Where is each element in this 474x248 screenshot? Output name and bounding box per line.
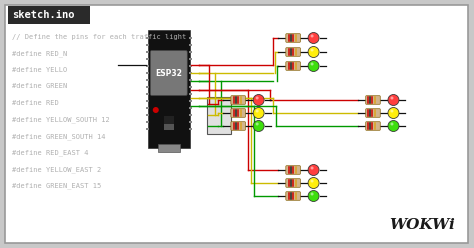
- Bar: [189, 86, 192, 88]
- FancyBboxPatch shape: [366, 96, 380, 104]
- Bar: [189, 114, 192, 116]
- Bar: [146, 58, 149, 60]
- Circle shape: [310, 192, 314, 195]
- Bar: [146, 72, 149, 74]
- Circle shape: [310, 180, 314, 183]
- Circle shape: [253, 121, 264, 131]
- Circle shape: [153, 107, 159, 113]
- Circle shape: [255, 96, 259, 99]
- Circle shape: [391, 123, 393, 125]
- Bar: [148, 30, 190, 148]
- Circle shape: [310, 49, 314, 52]
- Text: // Define the pins for each traffic light: // Define the pins for each traffic ligh…: [12, 34, 186, 40]
- Circle shape: [391, 110, 393, 113]
- FancyBboxPatch shape: [286, 192, 301, 200]
- FancyBboxPatch shape: [231, 122, 246, 130]
- Circle shape: [253, 107, 264, 119]
- Bar: [189, 37, 192, 39]
- Bar: [189, 44, 192, 46]
- FancyBboxPatch shape: [231, 109, 246, 117]
- FancyBboxPatch shape: [207, 97, 231, 134]
- Bar: [146, 100, 149, 102]
- Circle shape: [388, 107, 399, 119]
- Circle shape: [391, 96, 393, 99]
- Circle shape: [308, 47, 319, 58]
- Bar: [146, 37, 149, 39]
- Bar: [189, 65, 192, 67]
- Circle shape: [253, 94, 264, 105]
- Text: #define RED_N: #define RED_N: [12, 51, 67, 57]
- FancyBboxPatch shape: [286, 34, 301, 42]
- Text: WOKWi: WOKWi: [390, 218, 455, 232]
- FancyBboxPatch shape: [150, 51, 187, 95]
- Bar: [164, 116, 174, 124]
- Circle shape: [255, 110, 259, 113]
- Circle shape: [308, 190, 319, 201]
- Bar: [146, 65, 149, 67]
- Circle shape: [308, 32, 319, 43]
- Bar: [164, 124, 174, 130]
- FancyBboxPatch shape: [366, 122, 380, 130]
- Text: sketch.ino: sketch.ino: [12, 10, 74, 21]
- Circle shape: [388, 94, 399, 105]
- Bar: [146, 51, 149, 53]
- Bar: [189, 128, 192, 130]
- Bar: [146, 107, 149, 109]
- Text: #define GREEN_SOUTH 14: #define GREEN_SOUTH 14: [12, 133, 106, 140]
- Bar: [189, 93, 192, 95]
- Circle shape: [308, 61, 319, 71]
- Bar: [158, 144, 180, 152]
- Circle shape: [255, 123, 259, 125]
- Text: #define RED_EAST 4: #define RED_EAST 4: [12, 150, 89, 156]
- Bar: [146, 93, 149, 95]
- Circle shape: [310, 34, 314, 37]
- Bar: [189, 51, 192, 53]
- Bar: [146, 44, 149, 46]
- Bar: [146, 114, 149, 116]
- Text: ESP32: ESP32: [155, 68, 182, 77]
- FancyBboxPatch shape: [286, 48, 301, 56]
- Circle shape: [310, 166, 314, 169]
- Circle shape: [388, 121, 399, 131]
- FancyBboxPatch shape: [286, 62, 301, 70]
- Bar: [189, 100, 192, 102]
- Bar: [189, 58, 192, 60]
- Text: #define RED: #define RED: [12, 100, 59, 106]
- Bar: [189, 72, 192, 74]
- Text: #define YELLOW_SOUTH 12: #define YELLOW_SOUTH 12: [12, 117, 110, 123]
- FancyBboxPatch shape: [286, 166, 301, 174]
- FancyBboxPatch shape: [366, 109, 380, 117]
- Bar: [146, 128, 149, 130]
- Bar: [8, 6, 90, 24]
- Circle shape: [310, 62, 314, 65]
- Text: #define YELLO: #define YELLO: [12, 67, 67, 73]
- Bar: [189, 107, 192, 109]
- Bar: [189, 121, 192, 123]
- Bar: [146, 86, 149, 88]
- Circle shape: [308, 178, 319, 188]
- Bar: [146, 121, 149, 123]
- Text: #define GREEN: #define GREEN: [12, 84, 67, 90]
- Text: #define GREEN_EAST 15: #define GREEN_EAST 15: [12, 183, 101, 189]
- Bar: [146, 79, 149, 81]
- Text: #define YELLOW_EAST 2: #define YELLOW_EAST 2: [12, 166, 101, 173]
- Circle shape: [308, 164, 319, 176]
- FancyBboxPatch shape: [231, 96, 246, 104]
- Bar: [189, 79, 192, 81]
- FancyBboxPatch shape: [286, 179, 301, 187]
